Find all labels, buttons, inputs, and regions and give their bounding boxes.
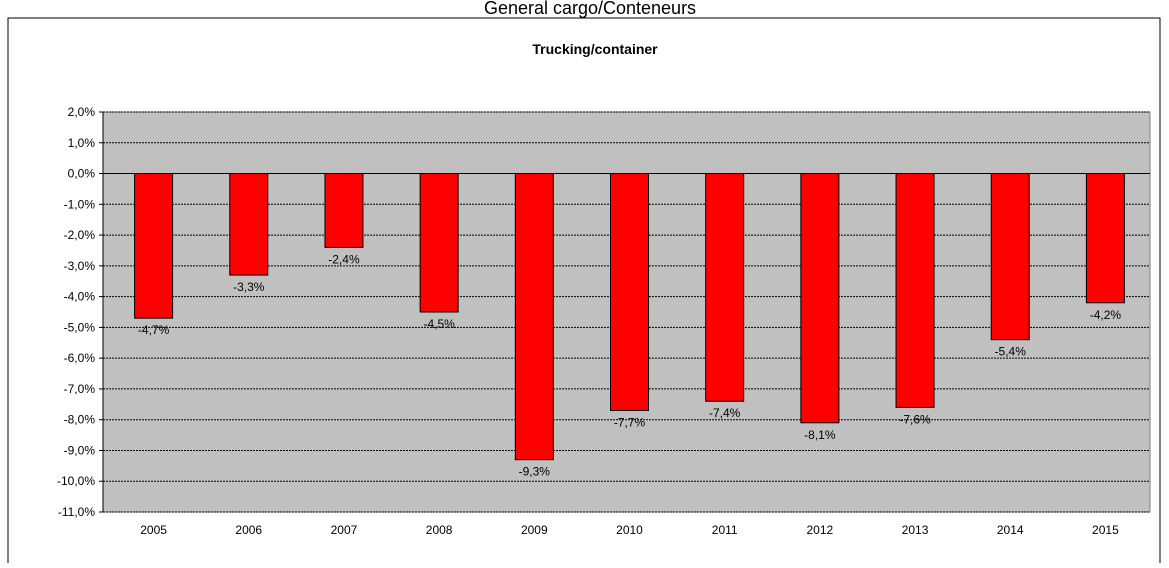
bar	[324, 173, 364, 248]
bar	[419, 173, 459, 313]
bar	[800, 173, 840, 424]
y-tick-label: -9,0%	[64, 443, 96, 457]
x-tick-label: 2006	[235, 523, 262, 537]
y-tick-label: -10,0%	[57, 474, 95, 488]
data-label: -7,6%	[899, 412, 931, 426]
x-tick-label: 2013	[902, 523, 929, 537]
y-tick-label: -11,0%	[58, 505, 95, 519]
y-tick-label: -8,0%	[64, 413, 96, 427]
y-tick-label: -4,0%	[64, 290, 96, 304]
y-tick-label: -5,0%	[64, 320, 96, 334]
data-label: -5,4%	[995, 345, 1027, 359]
data-label: -2,4%	[328, 252, 360, 266]
y-tick-label: 0,0%	[68, 167, 96, 181]
x-tick-label: 2014	[997, 523, 1024, 537]
x-tick-label: 2008	[426, 523, 453, 537]
bar	[514, 173, 554, 461]
bar	[134, 173, 174, 319]
y-tick-label: 1,0%	[68, 136, 96, 150]
x-tick-label: 2015	[1092, 523, 1119, 537]
bar	[229, 173, 269, 276]
x-tick-label: 2007	[331, 523, 358, 537]
data-label: -3,3%	[233, 280, 265, 294]
data-label: -9,3%	[519, 465, 551, 479]
y-tick-label: -3,0%	[64, 259, 96, 273]
y-tick-label: -7,0%	[64, 382, 96, 396]
x-tick-label: 2009	[521, 523, 548, 537]
bar	[705, 173, 745, 402]
y-tick-label: 2,0%	[68, 105, 96, 119]
x-tick-label: 2012	[807, 523, 834, 537]
bar	[895, 173, 935, 408]
data-label: -4,2%	[1090, 308, 1122, 322]
data-label: -7,4%	[709, 406, 741, 420]
y-tick-label: -2,0%	[64, 228, 96, 242]
data-label: -4,7%	[138, 323, 170, 337]
page-heading: General cargo/Conteneurs	[484, 0, 696, 18]
data-label: -7,7%	[614, 415, 646, 429]
bar	[610, 173, 649, 411]
y-tick-label: -6,0%	[64, 351, 96, 365]
y-tick-label: -1,0%	[64, 197, 96, 211]
data-label: -8,1%	[804, 428, 836, 442]
bar	[990, 173, 1030, 341]
data-label: -4,5%	[423, 317, 455, 331]
x-tick-label: 2010	[616, 523, 643, 537]
chart-title: Trucking/container	[532, 41, 658, 57]
bar	[1085, 173, 1125, 304]
x-tick-label: 2005	[140, 523, 167, 537]
x-tick-label: 2011	[712, 523, 738, 537]
